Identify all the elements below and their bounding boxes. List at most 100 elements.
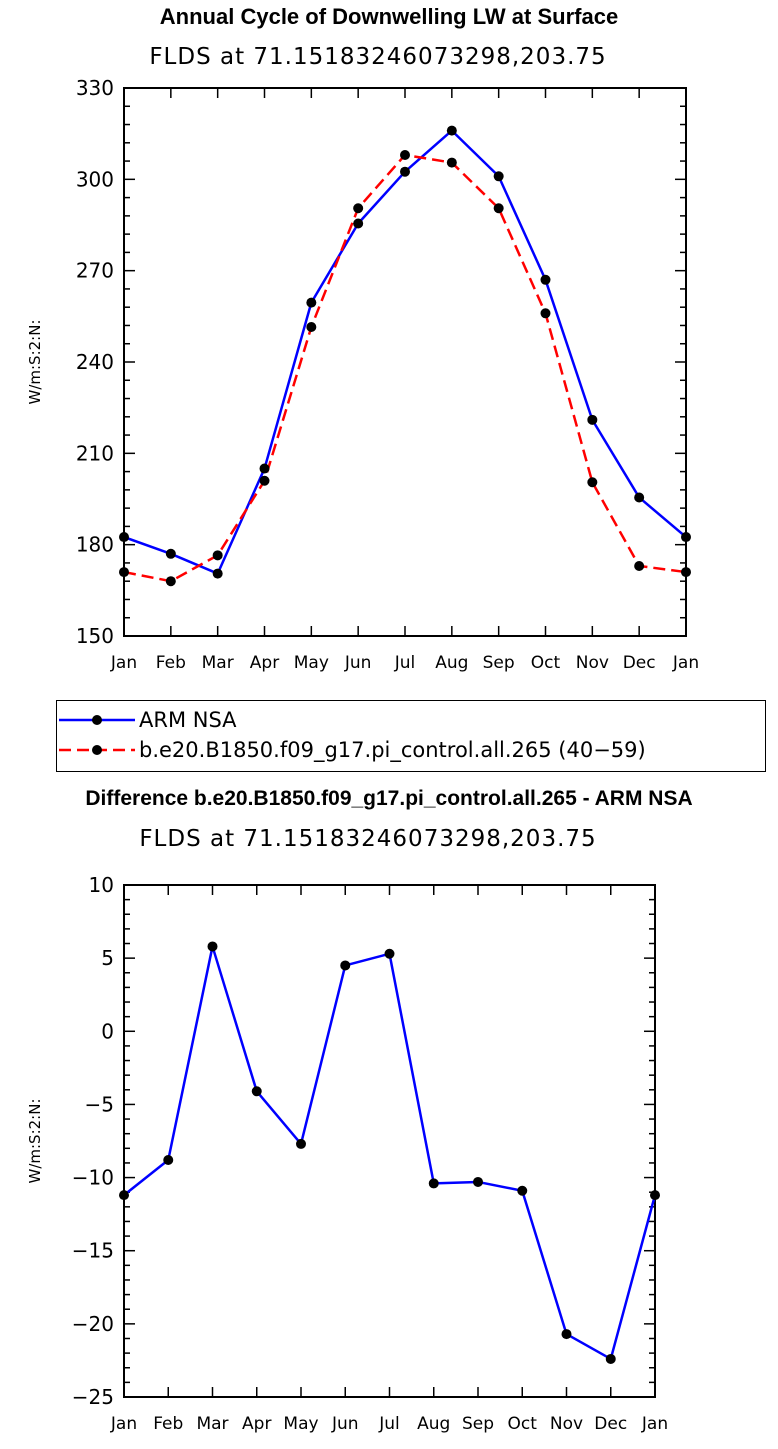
chart-1-x-tick-label: Aug xyxy=(435,653,468,673)
legend-swatch-blue-line-icon xyxy=(59,715,135,725)
chart-1-subtitle: FLDS at 71.15183246073298,203.75 xyxy=(149,44,607,70)
chart-1-series-0-point xyxy=(400,166,410,177)
chart-2-subtitle: FLDS at 71.15183246073298,203.75 xyxy=(139,826,597,852)
chart-1-series-1-point xyxy=(540,308,551,319)
chart-1-series-1-point xyxy=(306,321,317,332)
chart-2-series-0-point xyxy=(251,1086,262,1097)
chart-1-series-1-point xyxy=(353,203,364,214)
chart-1-x-tick-label: Oct xyxy=(531,653,561,673)
chart-2-x-tick-label: Jun xyxy=(331,1414,359,1434)
chart-1-series-0-point xyxy=(353,218,364,229)
chart-1-series-0-point xyxy=(493,171,504,182)
chart-1-y-tick-label: 300 xyxy=(76,167,114,191)
chart-2-y-axis-label: W/m:S:2:N: xyxy=(26,1099,44,1184)
chart-1-plot: Jan Feb Mar Apr May Jun Jul Aug Sep Oct Nov Dec Jan 1… xyxy=(26,76,699,673)
chart-2-series-0-point xyxy=(384,948,395,959)
chart-1-series-0-point xyxy=(446,125,457,136)
chart-1-series-0-point xyxy=(681,532,691,543)
chart-1-series-1-point xyxy=(446,157,457,168)
chart-1-y-tick-label: 240 xyxy=(76,350,114,374)
legend-item-arm-nsa: ARM NSA xyxy=(57,707,765,733)
chart-1-x-tick-label: Feb xyxy=(156,653,186,673)
legend-label-model: b.e20.B1850.f09_g17.pi_control.all.265 (… xyxy=(139,738,646,762)
chart-2-y-tick-label: 10 xyxy=(89,873,114,897)
chart-2-series-0-point xyxy=(119,1190,129,1201)
chart-1-x-tick-label: Sep xyxy=(483,653,515,673)
chart-2-y-tick-label: 5 xyxy=(101,946,114,970)
chart-1-series-1-point xyxy=(259,475,270,486)
chart-1-x-tick-label: May xyxy=(294,653,329,673)
chart-2-x-tick-label: Nov xyxy=(550,1414,583,1434)
chart-1-y-axis-label: W/m:S:2:N: xyxy=(26,320,44,405)
chart-1-series-1-point xyxy=(634,560,645,571)
chart-1-series-0-point xyxy=(306,297,317,308)
chart-1-y-tick-label: 210 xyxy=(76,441,114,465)
chart-2-series-0-point xyxy=(428,1178,439,1189)
chart-2-series-0-point xyxy=(296,1138,306,1149)
chart-2-x-tick-label: Mar xyxy=(196,1414,228,1434)
chart-1-series-1-point xyxy=(681,567,691,578)
chart-2-series-0-line xyxy=(123,945,657,1361)
chart-1-series-1-point xyxy=(212,550,223,561)
chart-1-x-tick-label: Jan xyxy=(110,653,137,673)
chart-1-series-0-point xyxy=(634,492,645,503)
chart-2-plot: Jan Feb Mar Apr May Jun Jul Aug Sep Oct Nov Dec Jan −… xyxy=(26,873,668,1434)
chart-2-x-tick-label: Jan xyxy=(641,1414,668,1434)
chart-2-y-tick-label: −5 xyxy=(85,1092,114,1116)
chart-2-series-0-point xyxy=(207,941,218,952)
chart-1-x-tick-label: Jun xyxy=(344,653,372,673)
chart-2-series-0-point xyxy=(517,1185,528,1196)
legend-label-arm-nsa: ARM NSA xyxy=(139,708,237,732)
chart-1-series-0-point xyxy=(540,274,551,285)
legend: ARM NSA b.e20.B1850.f09_g17.pi_control.a… xyxy=(56,700,766,772)
chart-2-x-tick-label: Sep xyxy=(462,1414,494,1434)
chart-1-y-tick-label: 270 xyxy=(76,259,114,283)
chart-1-series-0-point xyxy=(165,548,176,559)
chart-2-x-tick-label: Oct xyxy=(508,1414,538,1434)
chart-1-series-0-line xyxy=(123,129,687,575)
chart-1-series-0-point xyxy=(587,414,598,425)
chart-1-x-tick-label: Dec xyxy=(623,653,656,673)
chart-1-x-tick-label: Mar xyxy=(202,653,234,673)
chart-1-series-0-point xyxy=(259,463,270,474)
chart-2-y-tick-label: −20 xyxy=(72,1312,114,1336)
chart-2-y-tick-label: −25 xyxy=(72,1385,114,1409)
chart-1-x-tick-label: Nov xyxy=(576,653,609,673)
chart-2-title: Difference b.e20.B1850.f09_g17.pi_contro… xyxy=(85,787,693,810)
chart-2-series-0-point xyxy=(605,1353,616,1364)
chart-1-series-1-point xyxy=(119,567,129,578)
chart-2-y-tick-label: −10 xyxy=(72,1166,114,1190)
chart-2-x-tick-label: Jul xyxy=(378,1414,400,1434)
chart-2-y-tick-label: −15 xyxy=(72,1239,114,1263)
chart-2-x-tick-label: Apr xyxy=(242,1414,271,1434)
chart-1-y-tick-label: 330 xyxy=(76,76,114,100)
chart-2-series-0-point xyxy=(340,960,351,971)
chart-1-series-0-point xyxy=(212,568,223,579)
chart-2-x-tick-label: Dec xyxy=(594,1414,627,1434)
chart-1-title: Annual Cycle of Downwelling LW at Surfac… xyxy=(159,4,619,29)
chart-2-x-tick-label: Aug xyxy=(417,1414,450,1434)
chart-2-series-0-point xyxy=(163,1155,174,1166)
chart-2-plot-frame xyxy=(123,884,656,1398)
chart-1-series-0-point xyxy=(119,532,129,543)
chart-1-series-1-point xyxy=(587,477,598,488)
chart-1-x-tick-label: Jul xyxy=(394,653,416,673)
chart-1-series-1-point xyxy=(165,576,176,587)
chart-1-series-1-point xyxy=(400,149,410,160)
chart-2-x-tick-label: Jan xyxy=(110,1414,137,1434)
legend-item-model: b.e20.B1850.f09_g17.pi_control.all.265 (… xyxy=(57,737,765,763)
legend-swatch-red-dashed-line-icon xyxy=(59,745,135,755)
chart-1-y-tick-label: 180 xyxy=(76,533,114,557)
chart-1-series-1-point xyxy=(493,203,504,214)
chart-2-series-0-point xyxy=(473,1176,483,1187)
chart-2-series-0-point xyxy=(650,1190,660,1201)
chart-2-series-0-point xyxy=(561,1329,572,1340)
chart-2-x-tick-label: May xyxy=(283,1414,318,1434)
chart-2-y-tick-label: 0 xyxy=(101,1019,114,1043)
chart-2-x-tick-label: Feb xyxy=(153,1414,183,1434)
chart-1-series-1-line xyxy=(123,153,687,583)
chart-1-x-tick-label: Apr xyxy=(250,653,279,673)
chart-1-y-tick-label: 150 xyxy=(76,624,114,648)
chart-1-x-tick-label: Jan xyxy=(672,653,699,673)
